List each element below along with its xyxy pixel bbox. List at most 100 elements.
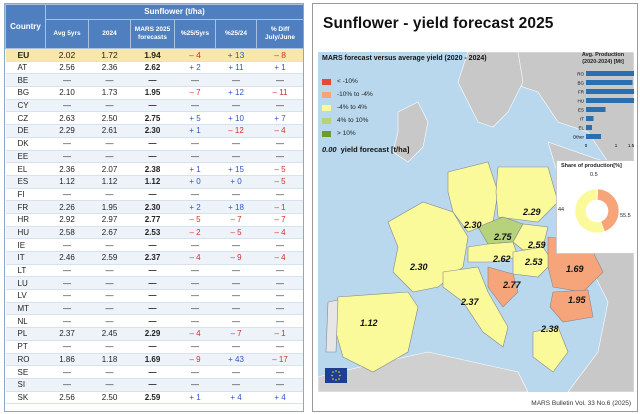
production-country-label: RO: [577, 72, 584, 77]
production-bar: [586, 80, 633, 85]
pct24-cell: + 18: [215, 200, 257, 214]
table-row: HU 2.58 2.67 2.53– 2– 5– 4: [5, 226, 303, 240]
country-cell: EE: [5, 150, 46, 164]
legend-unit-value: 0.00: [322, 145, 337, 154]
table-body: EU 2.02 1.72 1.94– 4 + 13– 8 AT 2.56 2.36 2.62 + …: [5, 48, 303, 405]
avg-cell: 1.86: [45, 353, 89, 367]
region-bg: [549, 289, 594, 323]
pct24-cell: + 13: [215, 48, 257, 62]
pct5-cell: —: [174, 238, 216, 252]
table-row: EU 2.02 1.72 1.94– 4 + 13– 8: [5, 48, 303, 62]
diff-cell: – 5: [256, 162, 303, 176]
legend-swatch-2: [322, 91, 331, 98]
pct5-cell: + 2: [174, 200, 216, 214]
avg-cell: 2.58: [45, 226, 89, 240]
diff-cell: – 5: [256, 175, 303, 189]
land-uk: [392, 101, 429, 163]
legend-title: MARS forecast versus average yield (2020…: [322, 55, 487, 62]
production-country-label: IT: [580, 117, 584, 122]
table-row: PT — — — — — —: [5, 340, 303, 354]
country-cell: PT: [5, 340, 46, 354]
diff-cell: —: [256, 264, 303, 278]
map-value-hr: 2.77: [503, 280, 521, 290]
pct5-cell: —: [174, 150, 216, 164]
production-tick-label: 0: [585, 143, 588, 148]
diff-cell: – 7: [256, 213, 303, 227]
table-row: CY — — — — — —: [5, 99, 303, 113]
legend-label-2: -10% to -4%: [337, 91, 373, 98]
pct5-cell: – 4: [174, 48, 216, 62]
pct24-cell: – 9: [215, 251, 257, 265]
legend-item-2: -10% to -4%: [322, 91, 373, 98]
table-row: LV — — — — — —: [5, 289, 303, 303]
country-cell: FR: [5, 200, 46, 214]
pct5-cell: + 2: [174, 61, 216, 75]
region-pl: [495, 166, 559, 223]
production-country-label: HU: [578, 99, 585, 104]
mars-cell: —: [130, 302, 175, 316]
pct24-cell: + 0: [215, 175, 257, 189]
table-row: LU — — — — — —: [5, 276, 303, 291]
pct24-cell: —: [215, 276, 257, 291]
mars-cell: —: [130, 238, 175, 252]
diff-cell: —: [256, 188, 303, 202]
avg-cell: —: [45, 137, 89, 151]
pct5-cell: – 9: [174, 353, 216, 367]
diff-cell: – 17: [256, 353, 303, 367]
country-cell: SE: [5, 365, 46, 379]
avg-cell: 2.10: [45, 86, 89, 100]
diff-cell: + 4: [256, 391, 303, 405]
table-row: NL — — — — — —: [5, 314, 303, 329]
avg-cell: 2.46: [45, 251, 89, 265]
mars-cell: —: [130, 137, 175, 151]
avg-cell: —: [45, 302, 89, 316]
avg-cell: 2.26: [45, 200, 89, 214]
diff-cell: —: [256, 73, 303, 88]
map-value-at: 2.62: [493, 254, 511, 264]
table-row: SK 2.56 2.50 2.59 + 1 + 4 + 4: [5, 391, 303, 405]
avg-cell: 2.92: [45, 213, 89, 227]
mars-cell: 2.38: [130, 162, 175, 176]
production-country-label: EL: [578, 126, 584, 131]
pct24-cell: – 5: [215, 226, 257, 240]
country-cell: HR: [5, 213, 46, 227]
avg-cell: 2.56: [45, 391, 89, 405]
y2024-cell: —: [88, 188, 131, 202]
pct5-cell: + 5: [174, 111, 216, 126]
table-row: LT — — — — — —: [5, 264, 303, 278]
legend-item-1: < -10%: [322, 78, 358, 85]
country-cell: CY: [5, 99, 46, 113]
production-tick-label: 1: [615, 143, 618, 148]
pct24-cell: —: [215, 238, 257, 252]
y2024-cell: —: [88, 150, 131, 164]
production-bar: [586, 116, 594, 121]
header-mars-2025: MARS 2025 forecasts: [130, 19, 175, 49]
pct5-cell: – 4: [174, 327, 216, 341]
pct24-cell: —: [215, 314, 257, 329]
diff-cell: + 1: [256, 61, 303, 75]
y2024-cell: —: [88, 238, 131, 252]
share-label-3: 55.5: [620, 213, 631, 219]
pct5-cell: – 4: [174, 251, 216, 265]
pct24-cell: + 12: [215, 86, 257, 100]
y2024-cell: 1.18: [88, 353, 131, 367]
avg-cell: —: [45, 340, 89, 354]
country-cell: LT: [5, 264, 46, 278]
pct24-cell: —: [215, 302, 257, 316]
country-cell: CZ: [5, 111, 46, 126]
y2024-cell: —: [88, 289, 131, 303]
y2024-cell: —: [88, 365, 131, 379]
pct5-cell: —: [174, 340, 216, 354]
map-value-de: 2.30: [464, 220, 482, 230]
legend-label-3: -4% to 4%: [337, 104, 367, 111]
table-row: HR 2.92 2.97 2.77– 5– 7– 7: [5, 213, 303, 227]
mars-cell: 2.37: [130, 251, 175, 265]
pct24-cell: —: [215, 378, 257, 392]
y2024-cell: —: [88, 99, 131, 113]
map-value-it: 2.37: [461, 297, 479, 307]
mars-cell: 2.30: [130, 200, 175, 214]
table-row: AT 2.56 2.36 2.62 + 2 + 11 + 1: [5, 61, 303, 75]
avg-cell: —: [45, 73, 89, 88]
pct24-cell: —: [215, 365, 257, 379]
region-sk: [512, 223, 549, 251]
